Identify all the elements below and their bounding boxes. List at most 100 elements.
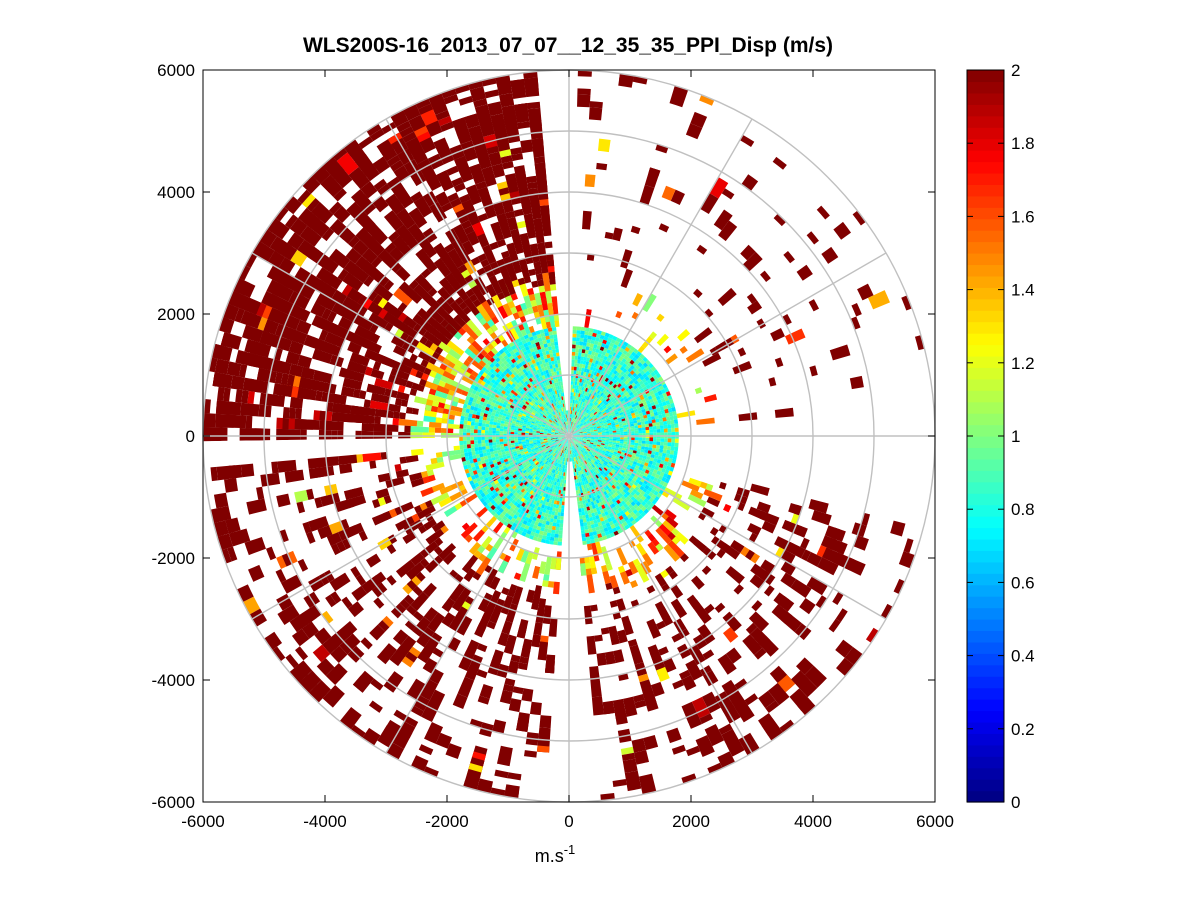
scan-cell <box>583 387 587 392</box>
scan-cell <box>575 432 580 434</box>
scan-cell <box>577 389 580 394</box>
scan-cell <box>561 434 566 436</box>
scan-cell <box>515 390 520 395</box>
scan-cell <box>555 409 559 414</box>
scan-cell <box>530 376 536 381</box>
scan-cell <box>579 397 583 402</box>
scan-cell <box>514 456 520 461</box>
scan-cell <box>466 428 471 433</box>
scan-cell <box>605 392 610 397</box>
scan-cell <box>574 411 577 416</box>
scan-cell <box>505 344 511 350</box>
scan-cell <box>652 374 659 381</box>
scan-cell <box>499 385 505 391</box>
scan-cell <box>650 415 656 420</box>
scan-cell <box>584 331 589 336</box>
scan-cell <box>601 427 605 430</box>
scan-cell <box>629 359 635 365</box>
scan-cell <box>624 365 630 371</box>
scan-cell <box>482 452 488 457</box>
scan-cell <box>649 398 654 404</box>
scan-cell <box>565 425 567 430</box>
scan-cell <box>665 390 671 397</box>
scan-cell <box>587 410 591 415</box>
scan-cell <box>598 373 603 379</box>
scan-cell <box>642 386 648 392</box>
scan-cell <box>662 449 667 454</box>
scan-cell <box>538 352 544 357</box>
scan-cell <box>536 427 541 430</box>
scan-cell <box>547 346 552 351</box>
scan-cell <box>517 415 522 419</box>
scan-cell <box>546 401 551 406</box>
scan-cell <box>508 375 513 381</box>
scan-cell <box>574 352 579 356</box>
scan-cell <box>536 439 541 442</box>
scan-cell <box>601 359 607 364</box>
scan-cell <box>518 455 523 459</box>
scan-cell <box>613 379 618 384</box>
scan-cell <box>647 395 653 400</box>
scan-cell <box>504 385 510 390</box>
scan-cell <box>577 412 580 416</box>
scan-cell <box>556 356 560 361</box>
scan-cell <box>548 427 553 430</box>
scan-cell <box>468 413 473 418</box>
scan-cell <box>547 392 551 397</box>
scan-cell <box>592 410 597 415</box>
scan-cell <box>573 427 576 431</box>
scan-cell <box>594 433 599 436</box>
scan-cell <box>643 414 648 419</box>
scan-cell <box>528 344 534 350</box>
scan-cell <box>597 429 602 432</box>
scan-cell <box>486 451 491 456</box>
scan-cell <box>572 418 574 422</box>
scan-cell <box>523 397 528 402</box>
scan-cell <box>535 449 540 453</box>
scan-cell <box>493 406 498 411</box>
scan-cell <box>534 358 539 363</box>
scan-cell <box>525 432 529 435</box>
scan-cell <box>509 385 515 390</box>
scan-cell <box>521 415 526 419</box>
scan-cell <box>630 439 635 443</box>
scan-cell <box>560 423 563 428</box>
scan-cell <box>539 433 544 436</box>
scan-cell <box>574 381 578 386</box>
scan-cell <box>623 431 628 434</box>
scan-cell <box>606 393 612 398</box>
scan-cell <box>591 403 595 408</box>
scan-cell <box>524 346 530 351</box>
scan-cell <box>588 328 594 333</box>
scan-cell <box>577 408 580 413</box>
scan-cell <box>559 429 564 432</box>
scan-cell <box>573 366 577 371</box>
scan-cell <box>613 409 619 414</box>
scan-cell <box>557 512 561 517</box>
scan-cell <box>600 409 605 413</box>
scan-cell <box>593 418 598 422</box>
scan-cell <box>542 386 547 392</box>
scan-cell <box>642 356 648 363</box>
scan-cell <box>477 407 482 413</box>
scan-cell <box>541 443 545 447</box>
scan-cell <box>460 415 465 421</box>
scan-cell <box>503 441 508 445</box>
scan-cell <box>537 445 542 448</box>
scan-cell <box>565 414 567 418</box>
scan-cell <box>596 426 601 429</box>
scan-cell <box>656 438 661 442</box>
scan-cell <box>653 438 657 442</box>
scan-cell <box>547 438 551 440</box>
scan-cell <box>574 419 577 423</box>
scan-cell <box>602 420 607 424</box>
scan-cell <box>563 486 566 491</box>
scan-cell <box>533 443 538 446</box>
scan-cell <box>558 508 562 513</box>
scan-cell <box>479 453 484 458</box>
scan-cell <box>585 380 589 385</box>
scan-cell <box>500 449 505 453</box>
scan-cell <box>478 446 483 451</box>
scan-cell <box>648 419 653 424</box>
scan-cell <box>533 261 542 269</box>
